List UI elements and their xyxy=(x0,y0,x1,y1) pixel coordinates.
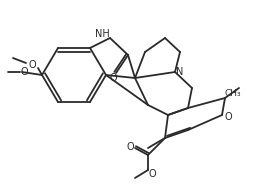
Text: O: O xyxy=(109,73,117,83)
Text: CH₃: CH₃ xyxy=(225,89,241,98)
Text: O: O xyxy=(148,169,156,179)
Text: O: O xyxy=(224,112,232,122)
Text: NH: NH xyxy=(95,29,109,39)
Text: O: O xyxy=(20,67,28,77)
Text: N: N xyxy=(176,67,184,77)
Text: O: O xyxy=(126,142,134,152)
Text: O: O xyxy=(28,60,36,70)
